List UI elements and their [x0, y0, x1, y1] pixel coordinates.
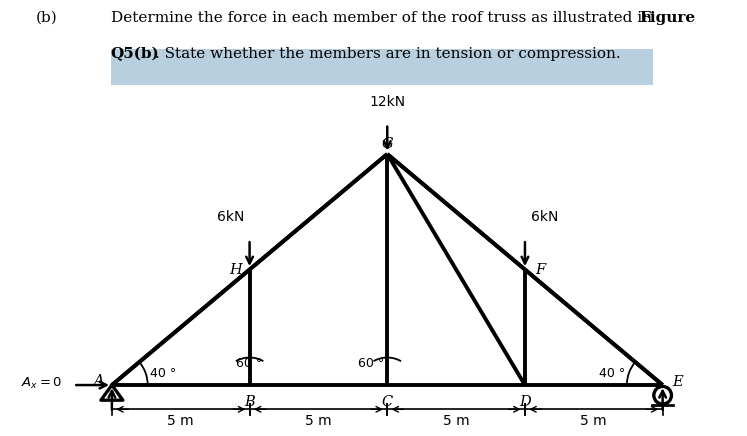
Text: F: F [535, 262, 545, 276]
Text: 5 m: 5 m [305, 414, 332, 428]
Text: D: D [519, 395, 531, 409]
Text: E: E [672, 375, 683, 389]
Text: Figure: Figure [639, 11, 695, 25]
Text: 40 °: 40 ° [149, 367, 176, 380]
Text: 6kN: 6kN [217, 210, 244, 224]
Text: 5 m: 5 m [580, 414, 607, 428]
Text: B: B [244, 395, 255, 409]
Text: 6kN: 6kN [530, 210, 558, 224]
Text: 60 °: 60 ° [237, 357, 263, 370]
Text: 60 °: 60 ° [358, 357, 384, 370]
Text: 12kN: 12kN [369, 95, 406, 109]
Text: (b): (b) [36, 11, 58, 25]
Text: $A_x = 0$: $A_x = 0$ [21, 376, 62, 391]
Text: . State whether the members are in tension or compression.: . State whether the members are in tensi… [155, 47, 621, 61]
Text: Determine the force in each member of the roof truss as illustrated in: Determine the force in each member of th… [111, 11, 657, 25]
Text: Q5(b): Q5(b) [111, 47, 159, 61]
Text: G: G [382, 137, 393, 151]
Text: 5 m: 5 m [167, 414, 194, 428]
Text: A: A [93, 374, 103, 388]
Text: 40 °: 40 ° [598, 367, 624, 380]
Text: C: C [382, 395, 393, 409]
Text: 5 m: 5 m [443, 414, 469, 428]
Text: H: H [229, 262, 242, 276]
